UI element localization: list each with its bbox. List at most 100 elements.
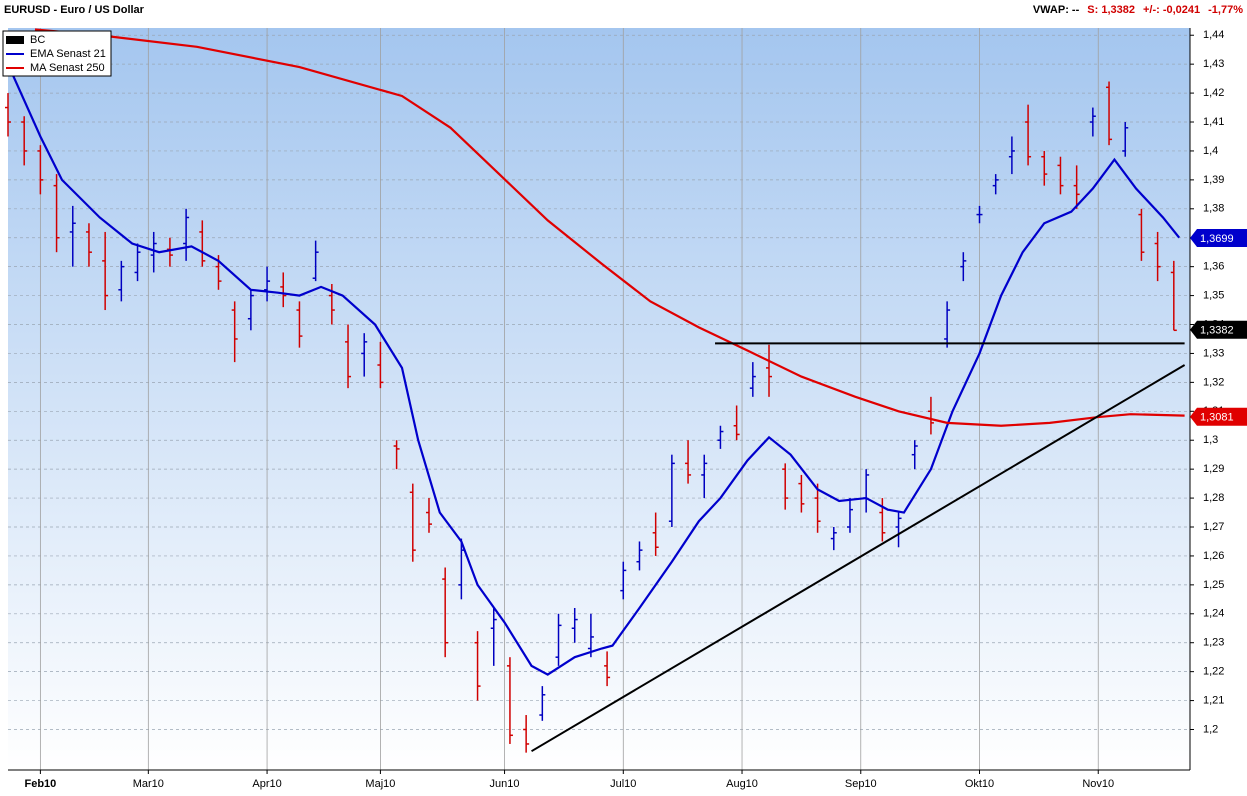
header-item: VWAP: -- bbox=[1033, 4, 1080, 16]
ohlc-bar bbox=[377, 341, 384, 389]
ohlc-bar bbox=[1089, 107, 1096, 137]
y-tick-label: 1,25 bbox=[1203, 579, 1224, 591]
legend-swatch bbox=[6, 36, 24, 44]
ohlc-bar bbox=[393, 440, 400, 470]
ohlc-bar bbox=[1106, 81, 1113, 146]
y-tick-label: 1,21 bbox=[1203, 694, 1224, 706]
legend: BC EMA Senast 21 MA Senast 250 bbox=[2, 30, 112, 77]
ohlc-bar bbox=[264, 266, 271, 302]
price-label-box bbox=[1190, 407, 1247, 426]
ohlc-bar bbox=[1025, 104, 1032, 166]
ohlc-bar bbox=[102, 231, 109, 311]
series-line bbox=[6, 63, 1181, 676]
ohlc-bar bbox=[830, 527, 837, 551]
price-label: 1,3081 bbox=[1200, 412, 1234, 424]
y-tick-label: 1,3 bbox=[1203, 434, 1218, 446]
ohlc-bar bbox=[409, 483, 416, 562]
ohlc-bar bbox=[1041, 150, 1048, 186]
plot-area bbox=[8, 28, 1190, 770]
ohlc-bar bbox=[911, 440, 918, 470]
y-tick-label: 1,35 bbox=[1203, 289, 1224, 301]
ohlc-bar bbox=[490, 608, 497, 666]
ohlc-bar bbox=[85, 223, 92, 267]
ohlc-bar bbox=[976, 205, 983, 224]
ohlc-bar bbox=[1008, 136, 1015, 175]
ohlc-bar bbox=[231, 301, 238, 363]
header-item: S: 1,3382 bbox=[1087, 4, 1135, 16]
x-tick-label: Aug10 bbox=[726, 778, 758, 790]
ohlc-bar bbox=[361, 333, 368, 377]
y-tick-label: 1,43 bbox=[1203, 58, 1224, 70]
ohlc-bar bbox=[199, 220, 206, 267]
x-tick-label: Maj10 bbox=[365, 778, 395, 790]
ohlc-bar bbox=[879, 498, 886, 542]
y-tick-label: 1,41 bbox=[1203, 116, 1224, 128]
ohlc-bar bbox=[280, 272, 287, 308]
ohlc-bar bbox=[523, 715, 530, 753]
ohlc-bar bbox=[895, 512, 902, 548]
ohlc-bar bbox=[846, 498, 853, 533]
x-tick-label: Sep10 bbox=[845, 778, 877, 790]
ohlc-bar bbox=[685, 440, 692, 484]
ohlc-bar bbox=[134, 243, 141, 282]
x-tick-label: Feb10 bbox=[24, 778, 56, 790]
ohlc-bar bbox=[814, 483, 821, 533]
ohlc-bar bbox=[717, 425, 724, 449]
ohlc-bar bbox=[539, 686, 546, 721]
ohlc-bar bbox=[733, 405, 740, 441]
y-tick-label: 1,44 bbox=[1203, 29, 1224, 41]
x-tick-label: Mar10 bbox=[133, 778, 164, 790]
ohlc-bar bbox=[571, 608, 578, 643]
x-tick-label: Apr10 bbox=[252, 778, 281, 790]
y-tick-label: 1,42 bbox=[1203, 87, 1224, 99]
legend-label: BC bbox=[30, 34, 45, 46]
y-tick-label: 1,4 bbox=[1203, 145, 1218, 157]
header-item: +/-: -0,0241 bbox=[1143, 4, 1200, 16]
ohlc-bar bbox=[1057, 156, 1064, 195]
ohlc-bar bbox=[53, 174, 60, 253]
ohlc-bar bbox=[1170, 260, 1177, 332]
ohlc-bar bbox=[474, 631, 481, 701]
ohlc-bar bbox=[555, 613, 562, 666]
y-tick-label: 1,2 bbox=[1203, 723, 1218, 735]
ohlc-bar bbox=[636, 541, 643, 571]
y-tick-label: 1,29 bbox=[1203, 463, 1224, 475]
ohlc-bar bbox=[296, 301, 303, 348]
x-tick-label: Nov10 bbox=[1082, 778, 1114, 790]
header-info: -1,77% +/-: -0,0241 S: 1,3382 VWAP: -- bbox=[1033, 4, 1243, 16]
ohlc-bar bbox=[21, 116, 28, 166]
ohlc-bar bbox=[5, 93, 11, 137]
y-tick-label: 1,24 bbox=[1203, 608, 1224, 620]
ohlc-bar bbox=[506, 657, 513, 744]
ohlc-bar bbox=[183, 208, 190, 261]
price-label-box bbox=[1190, 229, 1247, 248]
y-tick-label: 1,32 bbox=[1203, 376, 1224, 388]
price-label: 1,3382 bbox=[1200, 325, 1234, 337]
ohlc-bar bbox=[37, 145, 44, 195]
ohlc-bar bbox=[247, 289, 254, 331]
ohlc-bar bbox=[992, 174, 999, 195]
ohlc-bar bbox=[782, 463, 789, 510]
marks: BC EMA Senast 21 MA Senast 250 bbox=[2, 28, 1186, 753]
x-tick-label: Jul10 bbox=[610, 778, 636, 790]
legend-label: EMA Senast 21 bbox=[30, 48, 106, 60]
ohlc-bar bbox=[118, 260, 125, 302]
header-item: -1,77% bbox=[1208, 4, 1243, 16]
y-tick-label: 1,39 bbox=[1203, 174, 1224, 186]
ohlc-bar bbox=[620, 561, 627, 600]
ohlc-bar bbox=[927, 396, 934, 435]
legend-label: MA Senast 250 bbox=[30, 62, 105, 74]
y-tick-label: 1,27 bbox=[1203, 521, 1224, 533]
ohlc-bar bbox=[312, 240, 319, 282]
ohlc-bar bbox=[749, 362, 756, 397]
x-tick-label: Okt10 bbox=[965, 778, 994, 790]
ohlc-bar bbox=[345, 324, 352, 389]
ohlc-bar bbox=[766, 344, 773, 397]
axes: 1,2 1,21 1,22 1,23 1,24 1,25 1,26 1,27 1,28 1,29 1… bbox=[8, 28, 1247, 790]
ohlc-bar bbox=[798, 474, 805, 513]
y-tick-label: 1,38 bbox=[1203, 203, 1224, 215]
ohlc-bar bbox=[1073, 165, 1080, 209]
ohlc-bar bbox=[442, 567, 449, 658]
ohlc-bar bbox=[69, 205, 76, 267]
